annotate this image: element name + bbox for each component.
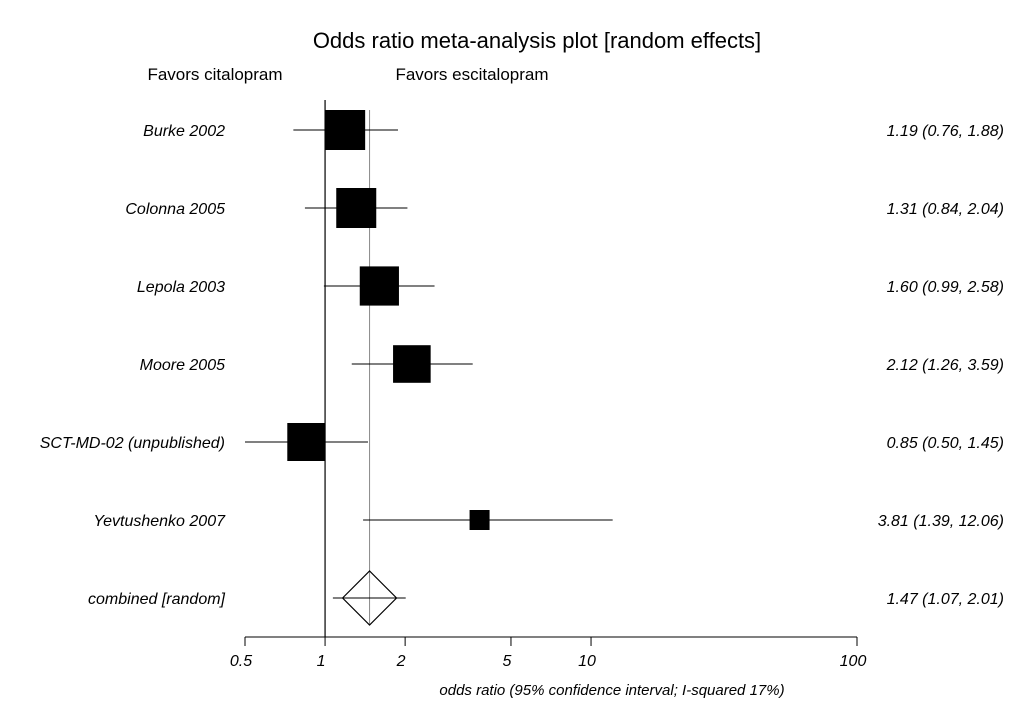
chart-title: Odds ratio meta-analysis plot [random ef…	[313, 28, 761, 53]
study-name: Moore 2005	[140, 357, 225, 374]
study-marker	[325, 110, 366, 150]
favors-left-label: Favors citalopram	[147, 65, 282, 84]
x-tick-label: 5	[503, 653, 512, 670]
study-name: Burke 2002	[143, 123, 225, 140]
study-marker	[359, 266, 399, 306]
study-estimate: 3.81 (1.39, 12.06)	[878, 513, 1004, 530]
study-estimate: 1.31 (0.84, 2.04)	[887, 201, 1004, 218]
x-axis-label: odds ratio (95% confidence interval; I-s…	[439, 682, 784, 699]
favors-right-label: Favors escitalopram	[395, 65, 548, 84]
study-marker	[393, 345, 431, 383]
study-name: Lepola 2003	[137, 279, 225, 296]
combined-estimate: 1.47 (1.07, 2.01)	[887, 591, 1004, 608]
plot-area: Burke 2002 1.19 (0.76, 1.88) Colonna 2005 1…	[40, 100, 1004, 670]
x-tick-label: 2	[396, 653, 406, 670]
study-estimate: 0.85 (0.50, 1.45)	[887, 435, 1004, 452]
study-estimate: 1.19 (0.76, 1.88)	[887, 123, 1004, 140]
study-marker	[287, 423, 326, 461]
combined-name: combined [random]	[88, 591, 226, 608]
study-name: SCT-MD-02 (unpublished)	[40, 435, 225, 452]
study-name: Yevtushenko 2007	[93, 513, 226, 530]
x-tick-label: 100	[840, 653, 867, 670]
study-marker	[469, 510, 490, 530]
study-estimate: 2.12 (1.26, 3.59)	[886, 357, 1004, 374]
x-tick-label: 1	[317, 653, 326, 670]
study-name: Colonna 2005	[125, 201, 225, 218]
study-estimate: 1.60 (0.99, 2.58)	[887, 279, 1004, 296]
study-marker	[336, 188, 377, 228]
x-tick-label: 0.5	[230, 653, 252, 670]
combined-diamond	[341, 570, 398, 626]
x-tick-label: 10	[578, 653, 596, 670]
